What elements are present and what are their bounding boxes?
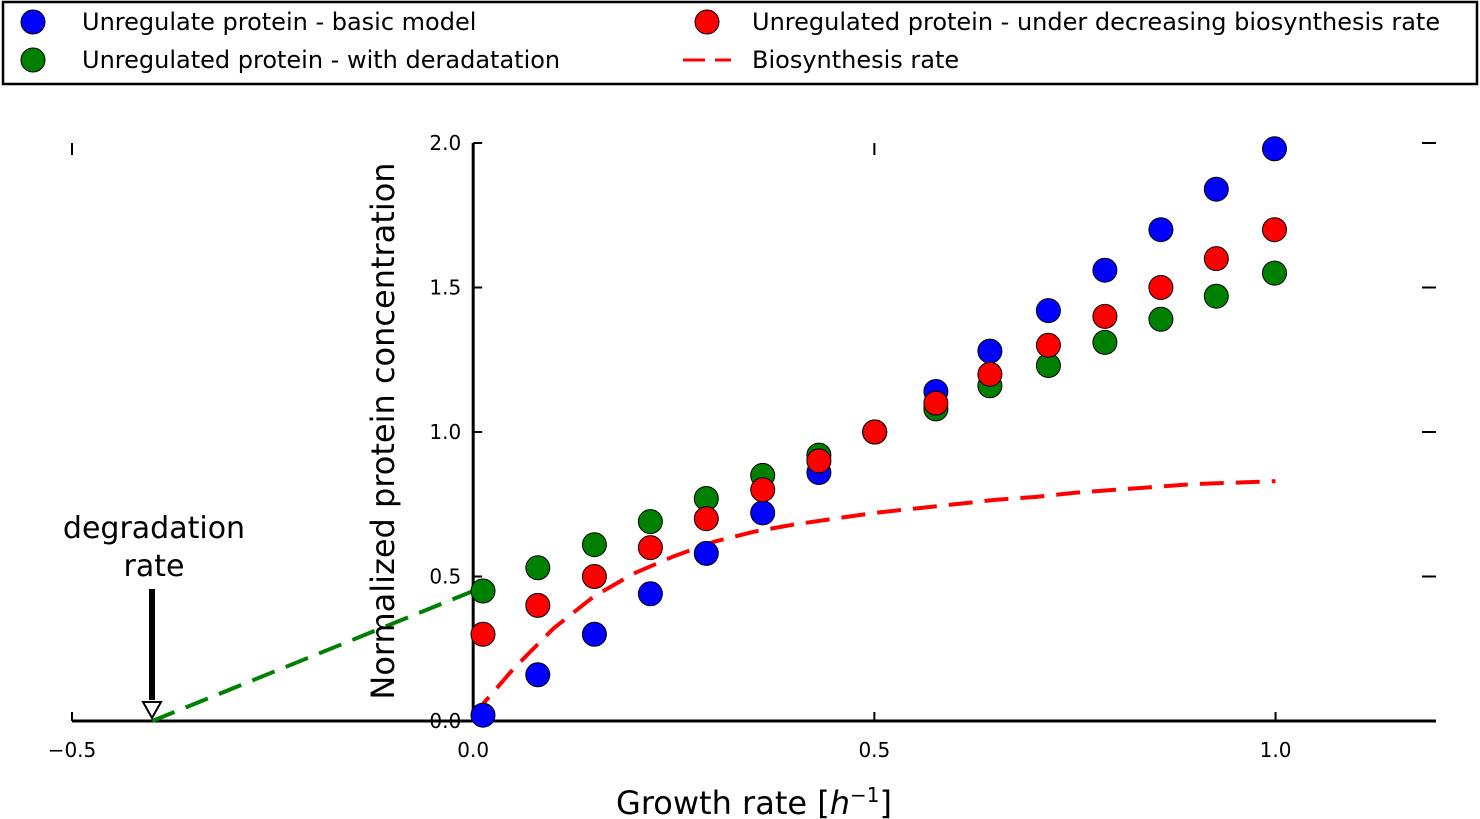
data-point-series-2 (977, 361, 1003, 387)
x-tick-label: 0.5 (858, 738, 890, 762)
y-tick-label: 1.5 (429, 276, 461, 300)
series-line-4 (151, 589, 474, 723)
legend: Unregulate protein - basic model Unregul… (1, 0, 1479, 86)
x-tick-label: 1.0 (1260, 738, 1292, 762)
data-point-series-1 (637, 509, 663, 535)
data-point-series-0 (637, 581, 663, 607)
series-line-3 (471, 479, 1276, 717)
legend-marker-degradation (20, 47, 46, 73)
annotation-degradation-text: degradation (63, 511, 245, 546)
data-point-series-0 (750, 500, 776, 526)
data-point-series-0 (1148, 217, 1174, 243)
y-tick-label: 0.0 (429, 709, 461, 733)
data-point-series-2 (1148, 275, 1174, 300)
y-tick-label: 1.0 (429, 420, 461, 444)
legend-frame (1, 0, 1479, 86)
legend-marker-decreasing (694, 9, 720, 35)
data-point-series-1 (1092, 329, 1118, 355)
data-point-series-2 (1203, 246, 1229, 272)
data-point-series-2 (806, 448, 832, 474)
data-point-series-1 (470, 578, 496, 604)
x-axis-title: Growth rate [h−1] (616, 783, 892, 819)
data-point-series-2 (923, 390, 949, 416)
data-point-series-2 (581, 564, 607, 589)
x-axis-unit-exponent: −1 (850, 783, 879, 807)
legend-label-basic: Unregulate protein - basic model (82, 8, 476, 36)
legend-marker-basic (20, 9, 46, 35)
axes: −0.5 0.0 0.5 1.0 0.0 0.5 1.0 1.5 2.0 (48, 131, 1436, 762)
data-point-series-0 (1092, 257, 1118, 283)
data-point-series-0 (1203, 176, 1229, 202)
annotation-arrow-head (141, 701, 163, 721)
data-point-series-1 (1262, 260, 1287, 286)
data-point-series-0 (581, 621, 607, 647)
y-tick-label: 0.5 (429, 565, 461, 589)
x-axis-unit: h (830, 784, 850, 819)
data-point-series-2 (1092, 303, 1118, 329)
data-point-series-0 (1035, 298, 1061, 324)
series-points (470, 136, 1287, 728)
legend-label-degradation: Unregulated protein - with deradatation (82, 46, 560, 74)
y-axis-title: Normalized protein concentration (364, 162, 402, 699)
data-point-series-2 (1262, 217, 1287, 243)
data-point-series-2 (862, 419, 888, 445)
degradation-rate-annotation: degradation rate (63, 511, 245, 721)
data-point-series-2 (470, 621, 496, 647)
annotation-rate-text: rate (124, 549, 185, 584)
data-point-series-2 (750, 477, 776, 503)
data-point-series-0 (525, 662, 551, 688)
x-axis-title-text: Growth rate (616, 784, 807, 819)
data-point-series-0 (977, 338, 1003, 364)
y-tick-label: 2.0 (429, 131, 461, 155)
data-point-series-2 (1035, 332, 1061, 358)
data-point-series-0 (470, 702, 496, 728)
data-point-series-0 (1262, 136, 1287, 162)
data-point-series-1 (525, 555, 551, 581)
x-tick-label: −0.5 (48, 738, 97, 762)
legend-label-decreasing: Unregulated protein - under decreasing b… (752, 8, 1440, 36)
data-point-series-2 (693, 506, 719, 532)
data-point-series-1 (1203, 283, 1229, 309)
series-lines (151, 479, 1276, 723)
data-point-series-1 (1148, 306, 1174, 332)
data-point-series-2 (525, 592, 551, 618)
data-point-series-0 (693, 540, 719, 566)
legend-label-biosynthesis: Biosynthesis rate (752, 46, 959, 74)
data-point-series-2 (637, 535, 663, 561)
data-point-series-1 (581, 532, 607, 558)
x-tick-label: 0.0 (457, 738, 489, 762)
